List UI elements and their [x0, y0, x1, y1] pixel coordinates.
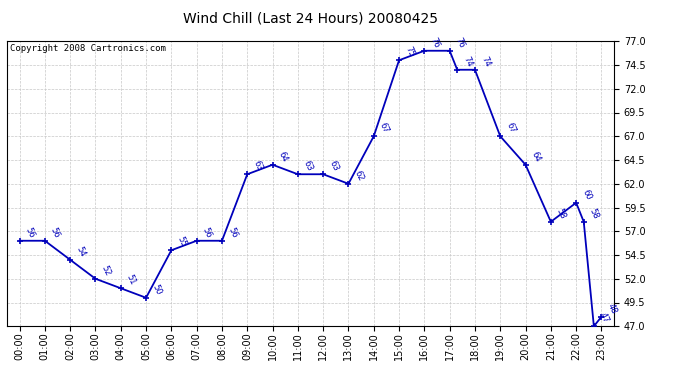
Text: 50: 50	[150, 283, 163, 296]
Text: 55: 55	[175, 236, 188, 249]
Text: 74: 74	[462, 55, 474, 68]
Text: 64: 64	[530, 150, 542, 164]
Text: 60: 60	[580, 188, 593, 201]
Text: 74: 74	[479, 55, 492, 68]
Text: 67: 67	[504, 122, 517, 135]
Text: Copyright 2008 Cartronics.com: Copyright 2008 Cartronics.com	[10, 44, 166, 53]
Text: 62: 62	[353, 169, 365, 182]
Text: 76: 76	[428, 36, 441, 50]
Text: 56: 56	[49, 226, 61, 239]
Text: 51: 51	[125, 273, 137, 287]
Text: 67: 67	[378, 122, 391, 135]
Text: 56: 56	[226, 226, 239, 239]
Text: 58: 58	[555, 207, 568, 220]
Text: 47: 47	[598, 311, 611, 325]
Text: 63: 63	[251, 159, 264, 173]
Text: 56: 56	[23, 226, 37, 239]
Text: 75: 75	[403, 45, 416, 59]
Text: 63: 63	[327, 159, 340, 173]
Text: 56: 56	[201, 226, 213, 239]
Text: 58: 58	[588, 207, 600, 220]
Text: 63: 63	[302, 159, 315, 173]
Text: 76: 76	[454, 36, 466, 50]
Text: 52: 52	[99, 264, 112, 278]
Text: 54: 54	[75, 245, 87, 258]
Text: 48: 48	[606, 302, 618, 315]
Text: 64: 64	[277, 150, 289, 164]
Text: Wind Chill (Last 24 Hours) 20080425: Wind Chill (Last 24 Hours) 20080425	[183, 11, 438, 25]
